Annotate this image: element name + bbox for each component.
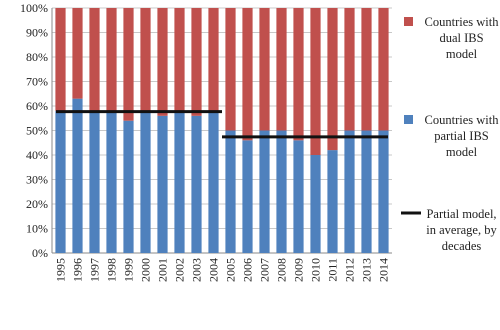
bar-segment bbox=[89, 110, 100, 254]
bar-segment bbox=[242, 8, 253, 141]
y-tick-label: 50% bbox=[26, 124, 48, 138]
x-tick-label: 1997 bbox=[88, 258, 102, 282]
x-tick-label: 1996 bbox=[71, 258, 85, 282]
legend-item: Countries with dual IBS model bbox=[424, 15, 499, 61]
x-tick-label: 2012 bbox=[343, 258, 357, 282]
x-tick-label: 2007 bbox=[258, 258, 272, 282]
y-tick-label: 40% bbox=[26, 148, 48, 162]
bar-segment bbox=[123, 8, 134, 121]
y-tick-label: 0% bbox=[32, 246, 48, 260]
x-tick-label: 2000 bbox=[139, 258, 153, 282]
bar-segment bbox=[344, 8, 355, 131]
bar-segment bbox=[208, 110, 219, 254]
bar-segment bbox=[378, 130, 389, 253]
y-tick-label: 20% bbox=[26, 197, 48, 211]
x-tick-label: 2010 bbox=[309, 258, 323, 282]
x-tick-label: 2002 bbox=[173, 258, 187, 282]
bar-segment bbox=[327, 150, 338, 253]
bar-segment bbox=[259, 130, 270, 253]
x-tick-label: 2001 bbox=[156, 258, 170, 282]
bar-segment bbox=[242, 140, 253, 253]
x-tick-label: 2014 bbox=[377, 258, 391, 282]
bar-segment bbox=[276, 8, 287, 131]
x-tick-label: 2011 bbox=[326, 258, 340, 282]
x-tick-label: 1998 bbox=[105, 258, 119, 282]
bar-segment bbox=[89, 8, 100, 111]
legend-label: Countries with dual IBS model bbox=[424, 15, 499, 61]
bar-segment bbox=[293, 8, 304, 141]
bar-segment bbox=[140, 8, 151, 111]
bar-segment bbox=[191, 8, 202, 116]
bar-segment bbox=[225, 130, 236, 253]
bar-segment bbox=[310, 155, 321, 253]
bar-segment bbox=[106, 110, 117, 254]
bar-segment bbox=[106, 8, 117, 111]
legend-item: Partial model, in average, by decades bbox=[426, 207, 497, 253]
legend-item: Countries with partial IBS model bbox=[424, 113, 499, 159]
bar-segment bbox=[361, 130, 372, 253]
y-tick-label: 80% bbox=[26, 50, 48, 64]
bar-segment bbox=[72, 8, 83, 99]
legend-label: Countries with partial IBS model bbox=[424, 113, 499, 159]
y-tick-label: 10% bbox=[26, 222, 48, 236]
bar-segment bbox=[140, 110, 151, 254]
bar-segment bbox=[276, 130, 287, 253]
bar-segment bbox=[55, 110, 66, 254]
bar-segment bbox=[361, 8, 372, 131]
y-tick-label: 70% bbox=[26, 75, 48, 89]
x-tick-label: 2003 bbox=[190, 258, 204, 282]
bar-segment bbox=[174, 110, 185, 254]
bar-segment bbox=[55, 8, 66, 111]
y-tick-label: 30% bbox=[26, 173, 48, 187]
y-tick-label: 60% bbox=[26, 99, 48, 113]
x-tick-label: 1999 bbox=[122, 258, 136, 282]
x-tick-label: 2013 bbox=[360, 258, 374, 282]
bar-segment bbox=[344, 130, 355, 253]
x-tick-label: 2006 bbox=[241, 258, 255, 282]
bar-segment bbox=[378, 8, 389, 131]
bar-segment bbox=[191, 115, 202, 253]
bar-segment bbox=[174, 8, 185, 111]
x-tick-label: 2004 bbox=[207, 258, 221, 282]
y-tick-label: 100% bbox=[20, 1, 48, 15]
bar-segment bbox=[310, 8, 321, 155]
bar-segment bbox=[225, 8, 236, 131]
bar-segment bbox=[259, 8, 270, 131]
x-tick-label: 2009 bbox=[292, 258, 306, 282]
bar-segment bbox=[157, 115, 168, 253]
bar-segment bbox=[123, 120, 134, 253]
legend-label: Partial model, in average, by decades bbox=[426, 207, 497, 253]
legend-swatch bbox=[404, 115, 413, 124]
bar-segment bbox=[157, 8, 168, 116]
bar-segment bbox=[208, 8, 219, 111]
y-tick-label: 90% bbox=[26, 26, 48, 40]
x-tick-label: 2005 bbox=[224, 258, 238, 282]
x-tick-label: 2008 bbox=[275, 258, 289, 282]
bar-segment bbox=[327, 8, 338, 151]
x-tick-label: 1995 bbox=[54, 258, 68, 282]
bar-segment bbox=[72, 98, 83, 254]
bar-segment bbox=[293, 140, 304, 253]
legend-swatch bbox=[404, 17, 413, 26]
